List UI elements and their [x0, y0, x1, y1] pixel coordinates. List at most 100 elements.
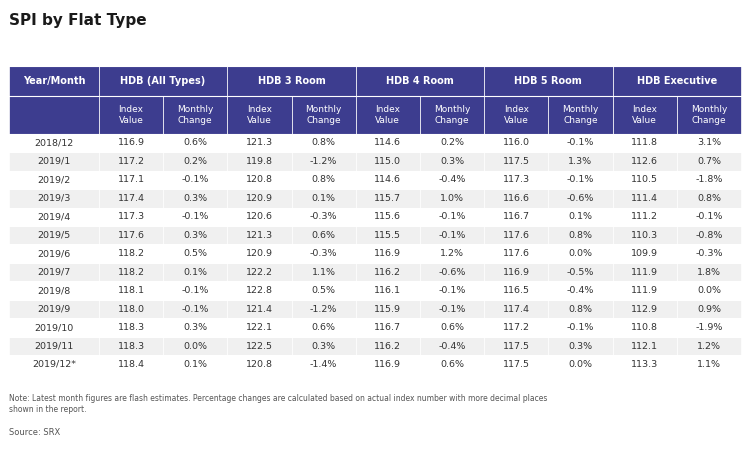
- Bar: [356, 171, 420, 189]
- Bar: [99, 337, 163, 355]
- Text: 2019/3: 2019/3: [38, 194, 70, 203]
- Text: 122.5: 122.5: [246, 342, 273, 351]
- Text: 120.8: 120.8: [246, 175, 273, 184]
- Text: 0.6%: 0.6%: [312, 231, 336, 240]
- Bar: [99, 134, 163, 152]
- Text: 111.4: 111.4: [632, 194, 658, 203]
- Text: HDB 4 Room: HDB 4 Room: [386, 76, 454, 86]
- Bar: [163, 245, 227, 263]
- Text: -1.2%: -1.2%: [310, 304, 338, 313]
- Text: 116.9: 116.9: [503, 268, 530, 277]
- Bar: [613, 96, 676, 134]
- Bar: [292, 207, 356, 226]
- Text: 0.6%: 0.6%: [440, 323, 464, 332]
- Bar: [676, 281, 741, 300]
- Text: 0.7%: 0.7%: [697, 157, 721, 166]
- Bar: [9, 355, 99, 374]
- Bar: [9, 263, 99, 281]
- Bar: [292, 300, 356, 318]
- Text: Index
Value: Index Value: [118, 106, 143, 125]
- Text: 117.6: 117.6: [503, 249, 530, 258]
- Text: 0.3%: 0.3%: [183, 323, 207, 332]
- Text: 122.1: 122.1: [246, 323, 273, 332]
- Text: 1.1%: 1.1%: [312, 268, 336, 277]
- Text: 117.3: 117.3: [503, 175, 530, 184]
- Text: 118.3: 118.3: [118, 323, 145, 332]
- Bar: [484, 134, 548, 152]
- Bar: [420, 152, 484, 171]
- Bar: [163, 152, 227, 171]
- Text: Source: SRX: Source: SRX: [9, 428, 60, 437]
- Bar: [676, 152, 741, 171]
- Text: -0.1%: -0.1%: [438, 231, 466, 240]
- Text: Monthly
Change: Monthly Change: [305, 106, 342, 125]
- Text: 118.3: 118.3: [118, 342, 145, 351]
- Text: 0.8%: 0.8%: [697, 194, 721, 203]
- Text: HDB Executive: HDB Executive: [637, 76, 717, 86]
- Bar: [356, 189, 420, 207]
- Bar: [676, 300, 741, 318]
- Text: 114.6: 114.6: [374, 138, 401, 147]
- Text: 0.0%: 0.0%: [568, 360, 592, 369]
- Bar: [484, 318, 548, 337]
- Bar: [227, 263, 292, 281]
- Text: 117.5: 117.5: [503, 157, 530, 166]
- Bar: [420, 263, 484, 281]
- Bar: [227, 96, 292, 134]
- Bar: [292, 134, 356, 152]
- Bar: [613, 207, 676, 226]
- Bar: [676, 245, 741, 263]
- Text: 0.1%: 0.1%: [568, 212, 592, 221]
- Text: Monthly
Change: Monthly Change: [691, 106, 727, 125]
- Bar: [676, 226, 741, 245]
- Text: 117.6: 117.6: [118, 231, 145, 240]
- Bar: [676, 134, 741, 152]
- Bar: [613, 189, 676, 207]
- Text: -0.1%: -0.1%: [438, 212, 466, 221]
- Bar: [676, 318, 741, 337]
- Text: 0.6%: 0.6%: [440, 360, 464, 369]
- Bar: [292, 152, 356, 171]
- Text: 0.3%: 0.3%: [568, 342, 592, 351]
- Text: 118.0: 118.0: [118, 304, 145, 313]
- Text: -1.9%: -1.9%: [695, 323, 722, 332]
- Text: 116.6: 116.6: [503, 194, 530, 203]
- Bar: [9, 152, 99, 171]
- Bar: [548, 189, 613, 207]
- Bar: [292, 96, 356, 134]
- Bar: [292, 337, 356, 355]
- Bar: [227, 171, 292, 189]
- Text: 0.3%: 0.3%: [183, 194, 207, 203]
- Bar: [613, 245, 676, 263]
- Text: 0.8%: 0.8%: [568, 231, 592, 240]
- Bar: [484, 300, 548, 318]
- Text: -0.3%: -0.3%: [310, 212, 338, 221]
- Text: 0.2%: 0.2%: [440, 138, 464, 147]
- Bar: [548, 318, 613, 337]
- Text: -0.3%: -0.3%: [310, 249, 338, 258]
- Bar: [548, 337, 613, 355]
- Bar: [613, 226, 676, 245]
- Text: 0.3%: 0.3%: [311, 342, 336, 351]
- Text: 117.2: 117.2: [503, 323, 530, 332]
- Bar: [9, 281, 99, 300]
- Text: 0.0%: 0.0%: [183, 342, 207, 351]
- Bar: [484, 152, 548, 171]
- Text: -1.8%: -1.8%: [695, 175, 722, 184]
- Bar: [292, 189, 356, 207]
- Text: 122.2: 122.2: [246, 268, 273, 277]
- Bar: [356, 245, 420, 263]
- Bar: [292, 355, 356, 374]
- Text: 120.6: 120.6: [246, 212, 273, 221]
- Bar: [227, 355, 292, 374]
- Text: -0.4%: -0.4%: [438, 342, 466, 351]
- Bar: [676, 337, 741, 355]
- Bar: [676, 96, 741, 134]
- Text: 0.0%: 0.0%: [568, 249, 592, 258]
- Text: -1.2%: -1.2%: [310, 157, 338, 166]
- Bar: [548, 300, 613, 318]
- Bar: [9, 245, 99, 263]
- Text: 117.4: 117.4: [118, 194, 145, 203]
- Text: 121.4: 121.4: [246, 304, 273, 313]
- Bar: [613, 66, 741, 96]
